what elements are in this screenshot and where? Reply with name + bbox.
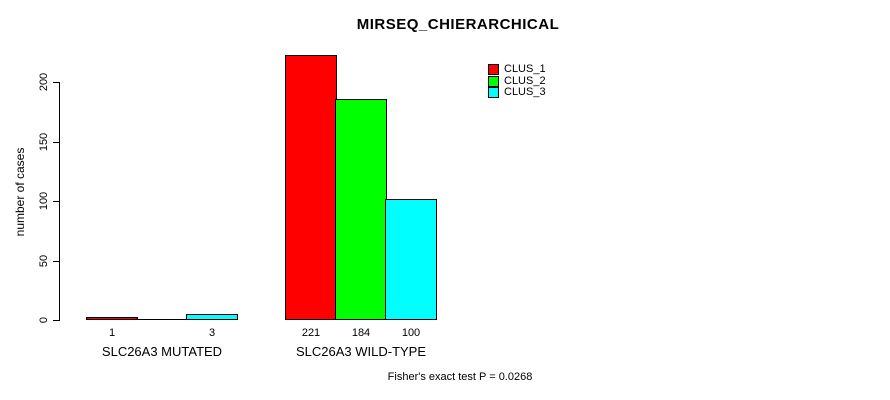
bar [335, 99, 387, 320]
y-tick [53, 320, 59, 321]
y-tick [53, 142, 59, 143]
group-label: SLC26A3 WILD-TYPE [295, 344, 427, 359]
group-label: SLC26A3 MUTATED [101, 344, 223, 359]
y-tick-label: 150 [38, 132, 50, 152]
y-tick-label: 100 [38, 191, 50, 211]
y-tick-label: 0 [38, 316, 50, 324]
bar [86, 317, 138, 320]
bar [385, 199, 437, 320]
bar [285, 55, 337, 320]
bar-value-label: 1 [108, 327, 116, 339]
legend-swatch [488, 64, 499, 75]
fisher-annotation: Fisher's exact test P = 0.0268 [387, 371, 533, 383]
y-tick [53, 261, 59, 262]
y-tick [53, 82, 59, 83]
bar [186, 314, 238, 320]
y-tick-label: 200 [38, 72, 50, 92]
chart-title: MIRSEQ_CHIERARCHICAL [356, 16, 560, 33]
legend-swatch [488, 87, 499, 98]
legend-swatch [488, 76, 499, 87]
legend-label: CLUS_2 [504, 75, 546, 87]
bar-value-label: 221 [301, 327, 321, 339]
y-axis-line [59, 82, 60, 321]
y-tick-label: 50 [38, 254, 50, 268]
y-tick [53, 201, 59, 202]
legend-label: CLUS_1 [504, 63, 546, 75]
bar-value-label: 184 [351, 327, 371, 339]
bar-value-label: 3 [208, 327, 216, 339]
y-axis-label: number of cases [13, 147, 27, 237]
legend-label: CLUS_3 [504, 86, 546, 98]
bar [136, 319, 186, 320]
bar-value-label: 100 [401, 327, 421, 339]
